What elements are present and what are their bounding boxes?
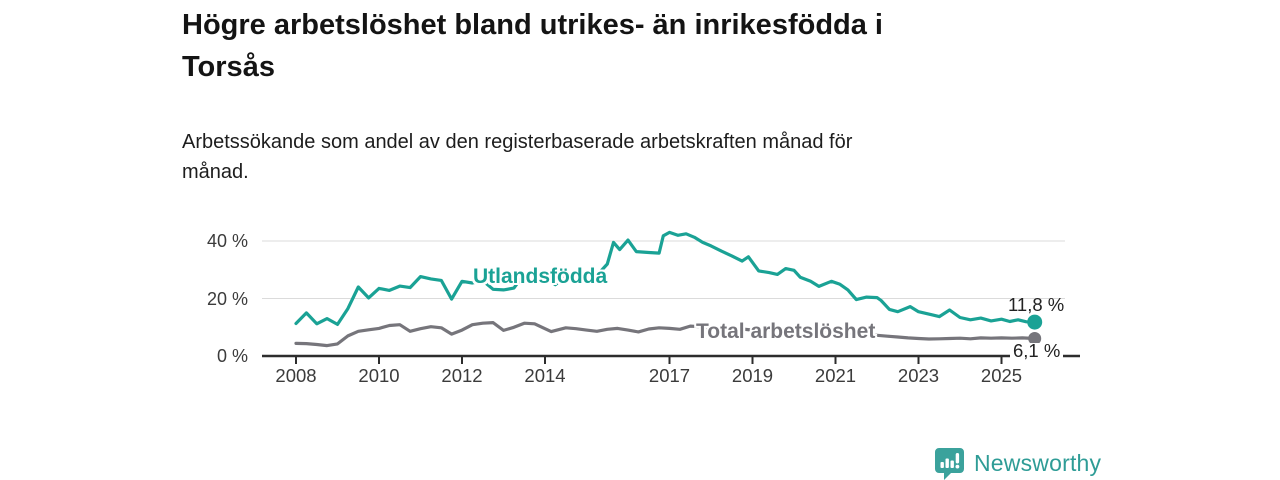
series-end-dot-total <box>1028 332 1042 345</box>
x-axis-tick-label: 2008 <box>275 365 317 386</box>
series-label-utlandsfodda: Utlandsfödda <box>473 265 608 288</box>
end-value-label-utlandsfodda: 11,8 % <box>1008 294 1065 315</box>
newsworthy-logo-icon <box>935 447 964 480</box>
series-end-dot-utlandsfodda <box>1027 314 1043 330</box>
page-subtitle-line-2: månad. <box>182 161 249 183</box>
x-axis-tick-label: 2021 <box>814 365 857 386</box>
x-axis-tick-label: 2017 <box>648 365 691 386</box>
x-axis-tick-label: 2014 <box>524 365 566 386</box>
series-line-utlandsfodda <box>294 230 1037 326</box>
x-axis-tick-label: 2010 <box>358 365 400 386</box>
series-line-total <box>294 321 1037 348</box>
y-axis-tick-label: 40 % <box>206 231 248 251</box>
page-title-line-1: Högre arbetslöshet bland utrikes- än inr… <box>182 9 883 41</box>
page-subtitle: Arbetssökande som andel av den registerb… <box>182 127 1082 187</box>
x-axis-tick-label: 2012 <box>441 365 483 386</box>
newsworthy-logo[interactable]: Newsworthy <box>934 446 1101 480</box>
x-axis-tick-label: 2019 <box>731 365 774 386</box>
y-axis-tick-label: 20 % <box>206 288 248 309</box>
page-subtitle-line-1: Arbetssökande som andel av den registerb… <box>182 131 853 153</box>
series-label-total-arbetsloshet: Total arbetslöshet <box>696 320 876 343</box>
end-value-label-total: 6,1 % <box>1010 341 1064 360</box>
newsworthy-logo-text: Newsworthy <box>974 449 1102 476</box>
page-title: Högre arbetslöshet bland utrikes- än inr… <box>182 4 1142 88</box>
x-axis-tick-label: 2023 <box>897 365 940 386</box>
y-axis-tick-label: 0 % <box>216 346 248 366</box>
page-title-line-2: Torsås <box>182 51 275 83</box>
x-axis-tick-label: 2025 <box>980 365 1023 386</box>
